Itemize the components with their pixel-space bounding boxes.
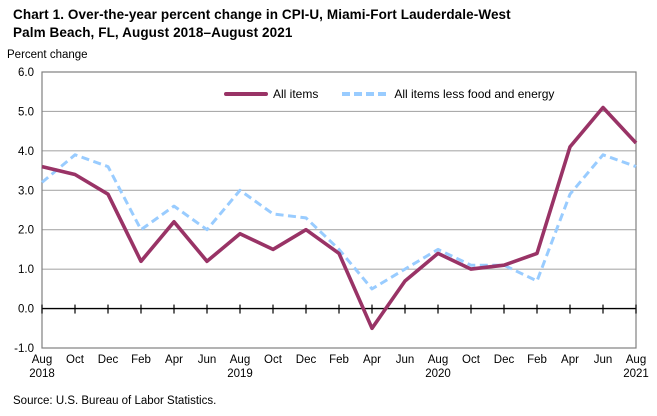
- y-tick-labels: 6.0 5.0 4.0 3.0 2.0 1.0 0.0 -1.0: [14, 67, 34, 355]
- x-tick-labels: Aug 2018 Oct Dec Feb Apr Jun Aug 2019 Oct Dec Feb Ap…: [29, 354, 649, 380]
- chart-title-line-1: Chart 1. Over-the-year percent change in…: [13, 7, 511, 22]
- plot-frame: [41, 71, 637, 349]
- svg-text:Jun: Jun: [396, 354, 415, 366]
- chart-title-line-2: Palm Beach, FL, August 2018–August 2021: [13, 25, 293, 40]
- series-line-all-items-less-food-and-energy: [41, 153, 637, 291]
- all-items-line-swatch: [224, 92, 268, 96]
- svg-text:1.0: 1.0: [18, 264, 34, 276]
- svg-text:Aug: Aug: [32, 354, 52, 366]
- svg-text:-1.0: -1.0: [14, 343, 34, 355]
- legend-label-all-items: All items: [273, 87, 319, 101]
- svg-text:Feb: Feb: [527, 354, 547, 366]
- legend-label-core: All items less food and energy: [394, 87, 555, 101]
- svg-text:Apr: Apr: [363, 354, 381, 366]
- svg-text:3.0: 3.0: [18, 185, 34, 197]
- svg-text:Apr: Apr: [561, 354, 579, 366]
- svg-text:2018: 2018: [29, 368, 55, 380]
- series-line-all-items: [41, 105, 638, 331]
- core-dashed-line-swatch: [342, 92, 390, 96]
- y-axis-unit-label: Percent change: [7, 49, 88, 61]
- chart-legend: All items All items less food and energy: [224, 87, 554, 101]
- svg-text:Jun: Jun: [198, 354, 217, 366]
- source-note: Source: U.S. Bureau of Labor Statistics.: [13, 395, 217, 407]
- svg-text:Dec: Dec: [296, 354, 317, 366]
- svg-text:6.0: 6.0: [18, 67, 34, 79]
- svg-text:Aug: Aug: [428, 354, 448, 366]
- legend-item-core: All items less food and energy: [342, 87, 554, 101]
- svg-text:0.0: 0.0: [18, 304, 34, 316]
- svg-text:Oct: Oct: [264, 354, 283, 366]
- svg-text:Dec: Dec: [494, 354, 515, 366]
- svg-text:Feb: Feb: [329, 354, 349, 366]
- svg-text:2.0: 2.0: [18, 225, 34, 237]
- svg-text:Jun: Jun: [594, 354, 613, 366]
- svg-text:Oct: Oct: [462, 354, 481, 366]
- svg-text:Feb: Feb: [131, 354, 151, 366]
- svg-text:5.0: 5.0: [18, 106, 34, 118]
- svg-text:2021: 2021: [623, 368, 649, 380]
- x-axis-ticks: [41, 304, 637, 314]
- chart-title: Chart 1. Over-the-year percent change in…: [13, 6, 573, 42]
- svg-text:Aug: Aug: [230, 354, 250, 366]
- legend-item-all-items: All items: [224, 87, 318, 101]
- svg-text:Aug: Aug: [626, 354, 646, 366]
- svg-text:4.0: 4.0: [18, 146, 34, 158]
- svg-text:Apr: Apr: [165, 354, 183, 366]
- svg-text:2020: 2020: [425, 368, 451, 380]
- svg-text:Dec: Dec: [98, 354, 119, 366]
- svg-text:2019: 2019: [227, 368, 253, 380]
- svg-text:Oct: Oct: [66, 354, 85, 366]
